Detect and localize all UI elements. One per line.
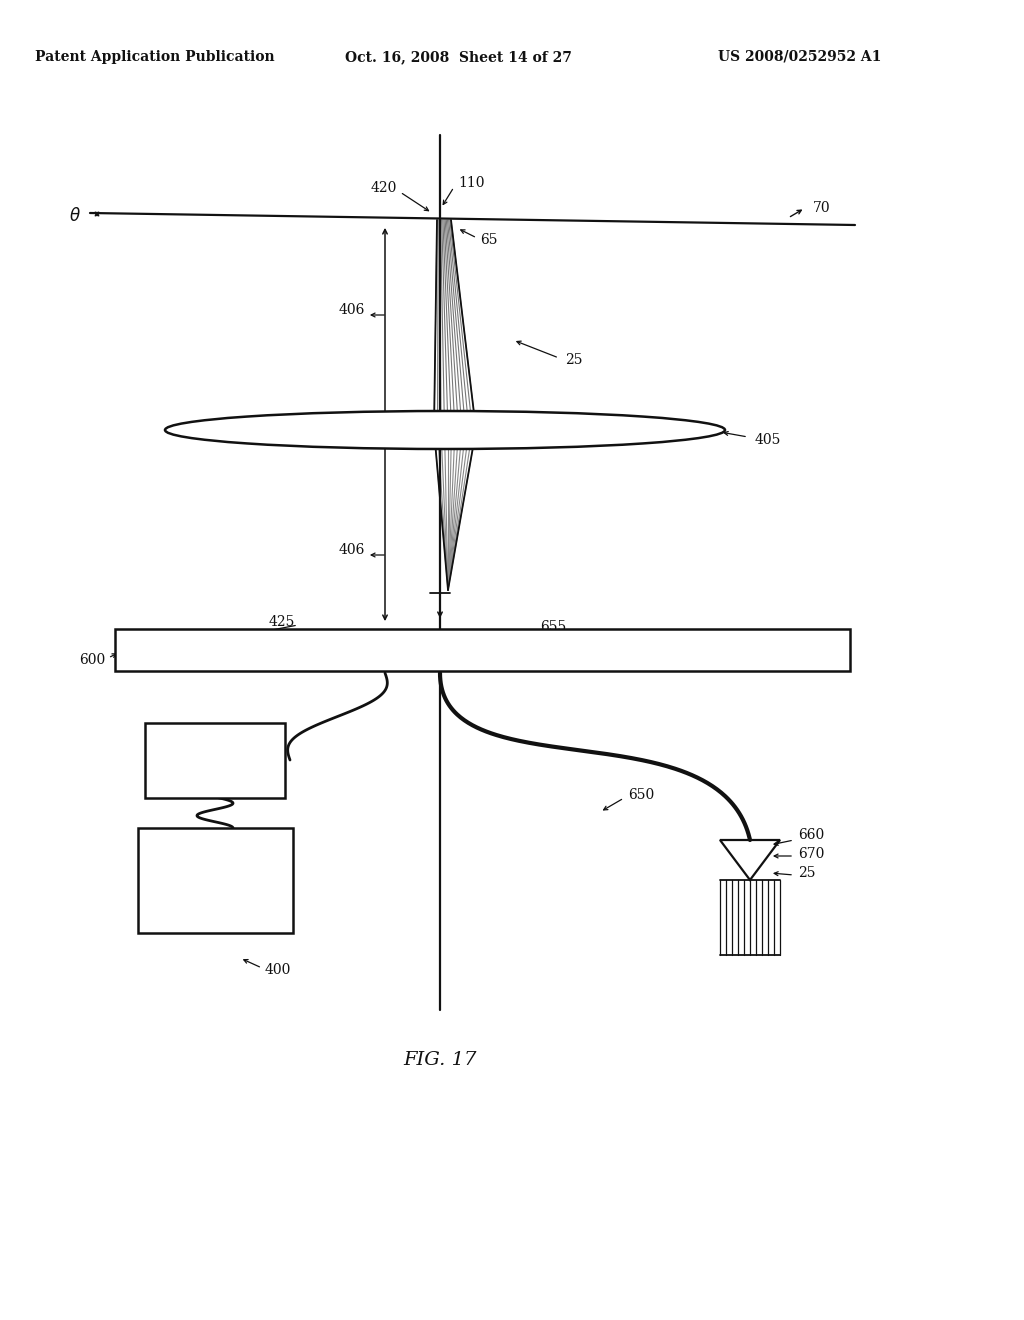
Text: 420: 420 bbox=[371, 181, 397, 195]
Bar bbox=[115, 630, 850, 671]
Text: 70: 70 bbox=[813, 201, 830, 215]
Text: 650: 650 bbox=[628, 788, 654, 803]
Text: 400: 400 bbox=[265, 964, 292, 977]
Bar bbox=[138, 828, 293, 933]
Text: 406: 406 bbox=[339, 304, 365, 317]
Text: 110: 110 bbox=[458, 176, 484, 190]
Text: Patent Application Publication: Patent Application Publication bbox=[35, 50, 274, 63]
Text: 425: 425 bbox=[268, 615, 295, 630]
Text: 660: 660 bbox=[798, 828, 824, 842]
Text: 25: 25 bbox=[798, 866, 815, 880]
Text: 670: 670 bbox=[798, 847, 824, 861]
Text: 230: 230 bbox=[199, 871, 231, 888]
Text: FIG. 17: FIG. 17 bbox=[403, 1051, 477, 1069]
Text: US 2008/0252952 A1: US 2008/0252952 A1 bbox=[718, 50, 882, 63]
Text: 600: 600 bbox=[79, 653, 105, 667]
Text: 655: 655 bbox=[540, 620, 566, 634]
Text: 25: 25 bbox=[565, 352, 583, 367]
Text: 606: 606 bbox=[200, 751, 230, 768]
Text: 406: 406 bbox=[339, 543, 365, 557]
Text: $\theta$: $\theta$ bbox=[69, 207, 81, 224]
Ellipse shape bbox=[165, 411, 725, 449]
Text: 405: 405 bbox=[755, 433, 781, 447]
Bar bbox=[145, 723, 285, 799]
Text: 65: 65 bbox=[480, 234, 498, 247]
Text: Oct. 16, 2008  Sheet 14 of 27: Oct. 16, 2008 Sheet 14 of 27 bbox=[344, 50, 571, 63]
